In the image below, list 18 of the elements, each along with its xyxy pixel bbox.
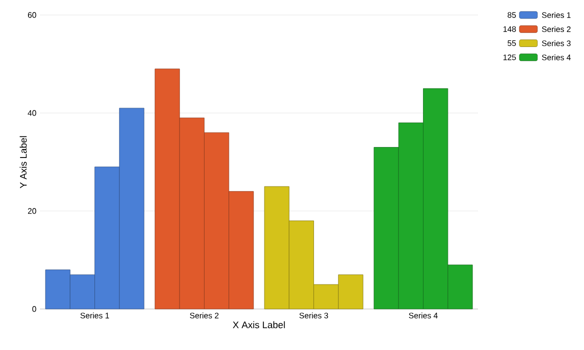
y-tick-label: 60 [28,12,36,18]
text: 125 [503,54,516,60]
x-tick-label: Series 4 [408,312,438,318]
y-tick-label: 0 [32,306,36,312]
category-label: Series 2 [542,26,571,32]
y-tick-label: 40 [28,110,36,116]
category-label: Series 3 [542,40,571,46]
text: 85 [508,12,516,18]
y-axis-title: Y Axis Label [20,136,27,188]
category-label: Series 4 [542,54,571,60]
text: 55 [508,40,516,46]
y-tick-label: 20 [28,208,36,214]
x-tick-label: Series 2 [190,312,219,318]
x-tick-label: Series 1 [80,312,110,318]
x-axis-title: X Axis Label [232,321,285,328]
text: 148 [503,26,516,32]
category-label: Series 1 [542,12,571,18]
x-tick-label: Series 3 [299,312,328,318]
